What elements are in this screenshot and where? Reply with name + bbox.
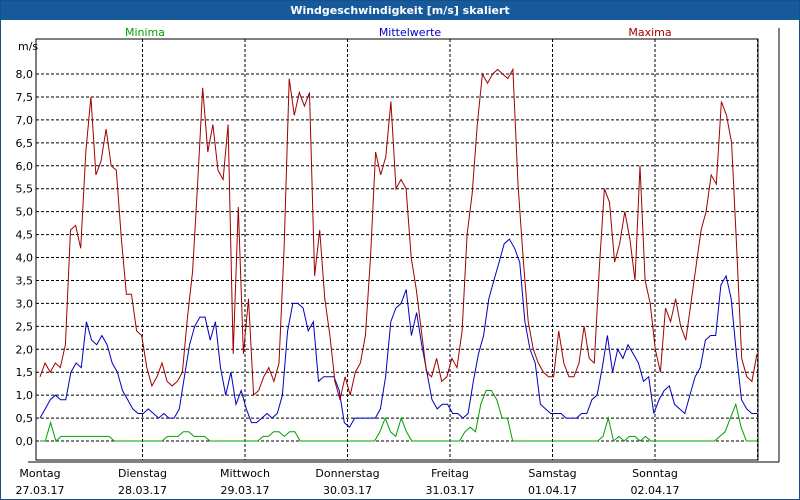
series-line-minima	[40, 390, 757, 442]
x-tick-date: 28.03.17	[118, 484, 167, 497]
y-tick-label: 2,5	[16, 320, 34, 333]
x-tick-day: Sonntag	[632, 467, 678, 480]
x-tick-labels: Montag 27.03.17 Dienstag 28.03.17 Mittwoch 29…	[16, 467, 680, 497]
grid-layer	[36, 39, 758, 460]
y-tick-label: 2,0	[16, 343, 34, 356]
series-line-maxima	[39, 67, 758, 400]
x-tick-date: 31.03.17	[426, 484, 475, 497]
y-axis-label: m/s	[18, 40, 38, 53]
x-tick-day: Freitag	[431, 467, 469, 480]
x-tick-date: 01.04.17	[528, 484, 577, 497]
y-tick-label: 5,5	[16, 183, 34, 196]
y-tick-label: 0,0	[16, 435, 34, 448]
axes-layer	[35, 38, 759, 461]
y-tick-label: 5,0	[16, 206, 34, 219]
x-tick-date: 29.03.17	[221, 484, 270, 497]
x-tick-day: Dienstag	[118, 467, 167, 480]
y-tick-label: 3,5	[16, 274, 34, 287]
legend: Minima Mittelwerte Maxima	[125, 26, 672, 39]
x-tick-day: Samstag	[528, 467, 576, 480]
window-title: Windgeschwindigkeit [m/s] skaliert	[1, 1, 799, 20]
y-tick-label: 4,0	[16, 252, 34, 265]
y-tick-label: 6,5	[16, 137, 34, 150]
series-line-mittelwerte	[39, 238, 757, 428]
y-tick-labels: 0,0 0,5 1,0 1,5 2,0 2,5 3,0 3,5 4,0 4,5 5,0 5,5 6,0 6…	[16, 68, 34, 448]
y-tick-label: 1,0	[16, 389, 34, 402]
x-tick-day: Montag	[19, 467, 60, 480]
plot-frame	[35, 38, 759, 461]
x-tick-date: 27.03.17	[16, 484, 65, 497]
y-tick-label: 6,0	[16, 160, 34, 173]
y-tick-label: 4,5	[16, 229, 34, 242]
right-frame	[28, 28, 780, 463]
x-tick-day: Donnerstag	[315, 467, 379, 480]
y-tick-label: 7,0	[16, 114, 34, 127]
y-tick-label: 8,0	[16, 68, 34, 81]
y-tick-label: 0,5	[16, 412, 34, 425]
x-tick-date: 02.04.17	[631, 484, 680, 497]
y-tick-label: 7,5	[16, 91, 34, 104]
legend-entry: Maxima	[628, 26, 671, 39]
y-tick-label: 3,0	[16, 297, 34, 310]
series-layer	[39, 67, 758, 442]
x-tick-day: Mittwoch	[220, 467, 270, 480]
x-tick-date: 30.03.17	[323, 484, 372, 497]
legend-entry: Mittelwerte	[379, 26, 442, 39]
y-tick-label: 1,5	[16, 366, 34, 379]
legend-entry: Minima	[125, 26, 165, 39]
